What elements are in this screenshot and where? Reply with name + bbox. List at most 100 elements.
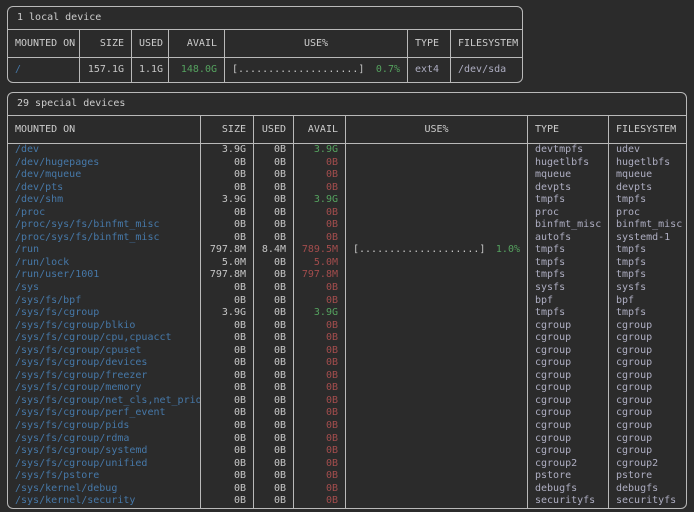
avail-cell: 0B xyxy=(294,495,346,508)
table-row: /sys/kernel/debug 0B 0B 0B debugfs debug… xyxy=(8,483,686,496)
table-row: /proc/sys/fs/binfmt_misc 0B 0B 0B binfmt… xyxy=(8,219,686,232)
mounted-on-cell: /dev/shm xyxy=(8,194,201,207)
size-cell: 0B xyxy=(201,295,254,308)
table-row: /dev/mqueue 0B 0B 0B mqueue mqueue xyxy=(8,169,686,182)
mounted-on-cell: /sys/fs/cgroup/cpu,cpuacct xyxy=(8,332,201,345)
used-cell: 0B xyxy=(254,357,294,370)
table-title: 1 local device xyxy=(8,7,522,30)
table-row: /sys/fs/cgroup/systemd 0B 0B 0B cgroup c… xyxy=(8,445,686,458)
mounted-on-cell: /dev/mqueue xyxy=(8,169,201,182)
used-cell: 0B xyxy=(254,433,294,446)
type-cell: cgroup xyxy=(528,370,609,383)
mounted-on-cell: / xyxy=(8,58,80,82)
mounted-on-cell: /run/user/1001 xyxy=(8,269,201,282)
avail-cell: 0B xyxy=(294,445,346,458)
local-devices-table: 1 local device MOUNTED ON SIZE USED AVAI… xyxy=(7,6,523,83)
use-percent-cell: [....................]0.7% xyxy=(225,58,408,82)
filesystem-cell: binfmt_misc xyxy=(609,219,686,232)
type-cell: cgroup xyxy=(528,433,609,446)
size-cell: 5.0M xyxy=(201,257,254,270)
type-cell: ext4 xyxy=(408,58,451,82)
table-row: /proc/sys/fs/binfmt_misc 0B 0B 0B autofs… xyxy=(8,232,686,245)
table-row: /sys/fs/cgroup/net_cls,net_prio 0B 0B 0B… xyxy=(8,395,686,408)
usage-bar: [....................] xyxy=(232,58,364,82)
table-row: /run/lock 5.0M 0B 5.0M tmpfs tmpfs xyxy=(8,257,686,270)
avail-cell: 0B xyxy=(294,407,346,420)
use-percent-cell xyxy=(346,433,528,446)
type-cell: cgroup xyxy=(528,382,609,395)
type-cell: tmpfs xyxy=(528,194,609,207)
filesystem-cell: tmpfs xyxy=(609,269,686,282)
table-row: /proc 0B 0B 0B proc proc xyxy=(8,207,686,220)
type-cell: devtmpfs xyxy=(528,144,609,157)
size-cell: 0B xyxy=(201,395,254,408)
type-cell: pstore xyxy=(528,470,609,483)
mounted-on-cell: /proc/sys/fs/binfmt_misc xyxy=(8,219,201,232)
filesystem-cell: pstore xyxy=(609,470,686,483)
use-percent-cell xyxy=(346,257,528,270)
avail-cell: 0B xyxy=(294,320,346,333)
used-cell: 0B xyxy=(254,395,294,408)
avail-cell: 0B xyxy=(294,370,346,383)
avail-cell: 797.8M xyxy=(294,269,346,282)
use-percent-cell xyxy=(346,483,528,496)
table-row: /dev/shm 3.9G 0B 3.9G tmpfs tmpfs xyxy=(8,194,686,207)
size-cell: 3.9G xyxy=(201,194,254,207)
table-row: /dev/hugepages 0B 0B 0B hugetlbfs hugetl… xyxy=(8,157,686,170)
avail-cell: 5.0M xyxy=(294,257,346,270)
avail-cell: 789.5M xyxy=(294,244,346,257)
used-cell: 0B xyxy=(254,157,294,170)
mounted-on-cell: /sys/fs/pstore xyxy=(8,470,201,483)
mounted-on-cell: /sys/fs/cgroup/perf_event xyxy=(8,407,201,420)
type-cell: hugetlbfs xyxy=(528,157,609,170)
avail-cell: 0B xyxy=(294,382,346,395)
avail-cell: 3.9G xyxy=(294,144,346,157)
usage-bar: [....................] xyxy=(353,244,485,257)
mounted-on-cell: /sys/fs/cgroup/net_cls,net_prio xyxy=(8,395,201,408)
size-cell: 0B xyxy=(201,370,254,383)
table-row: /run/user/1001 797.8M 0B 797.8M tmpfs tm… xyxy=(8,269,686,282)
size-cell: 0B xyxy=(201,345,254,358)
use-percent-cell xyxy=(346,345,528,358)
table-row: /sys/fs/cgroup/perf_event 0B 0B 0B cgrou… xyxy=(8,407,686,420)
used-cell: 0B xyxy=(254,483,294,496)
use-percent-cell xyxy=(346,495,528,508)
type-cell: devpts xyxy=(528,182,609,195)
mounted-on-cell: /sys/fs/cgroup xyxy=(8,307,201,320)
type-cell: cgroup xyxy=(528,420,609,433)
mounted-on-cell: /dev/hugepages xyxy=(8,157,201,170)
type-cell: cgroup xyxy=(528,445,609,458)
column-header-filesystem: FILESYSTEM xyxy=(609,116,686,143)
use-percent-cell xyxy=(346,157,528,170)
filesystem-cell: cgroup xyxy=(609,407,686,420)
used-cell: 0B xyxy=(254,370,294,383)
use-percent-cell xyxy=(346,458,528,471)
size-cell: 157.1G xyxy=(80,58,132,82)
use-percent-cell xyxy=(346,269,528,282)
used-cell: 0B xyxy=(254,307,294,320)
column-header-used: USED xyxy=(132,30,169,57)
type-cell: sysfs xyxy=(528,282,609,295)
table-row: /sys/fs/cgroup/blkio 0B 0B 0B cgroup cgr… xyxy=(8,320,686,333)
type-cell: tmpfs xyxy=(528,307,609,320)
size-cell: 0B xyxy=(201,420,254,433)
use-percent-cell xyxy=(346,144,528,157)
type-cell: binfmt_misc xyxy=(528,219,609,232)
size-cell: 0B xyxy=(201,232,254,245)
type-cell: mqueue xyxy=(528,169,609,182)
table-body: / 157.1G 1.1G 148.0G [..................… xyxy=(8,58,522,82)
avail-cell: 3.9G xyxy=(294,194,346,207)
used-cell: 0B xyxy=(254,169,294,182)
mounted-on-cell: /proc xyxy=(8,207,201,220)
column-header-type: TYPE xyxy=(408,30,451,57)
table-body: /dev 3.9G 0B 3.9G devtmpfs udev /dev/hug… xyxy=(8,144,686,508)
table-row: /sys/fs/cgroup/cpu,cpuacct 0B 0B 0B cgro… xyxy=(8,332,686,345)
mounted-on-cell: /run/lock xyxy=(8,257,201,270)
mounted-on-cell: /sys/fs/bpf xyxy=(8,295,201,308)
avail-cell: 0B xyxy=(294,420,346,433)
size-cell: 797.8M xyxy=(201,244,254,257)
use-percent-cell xyxy=(346,332,528,345)
use-percent-cell: [....................]1.0% xyxy=(346,244,528,257)
table-row: /sys/fs/cgroup/memory 0B 0B 0B cgroup cg… xyxy=(8,382,686,395)
used-cell: 0B xyxy=(254,182,294,195)
